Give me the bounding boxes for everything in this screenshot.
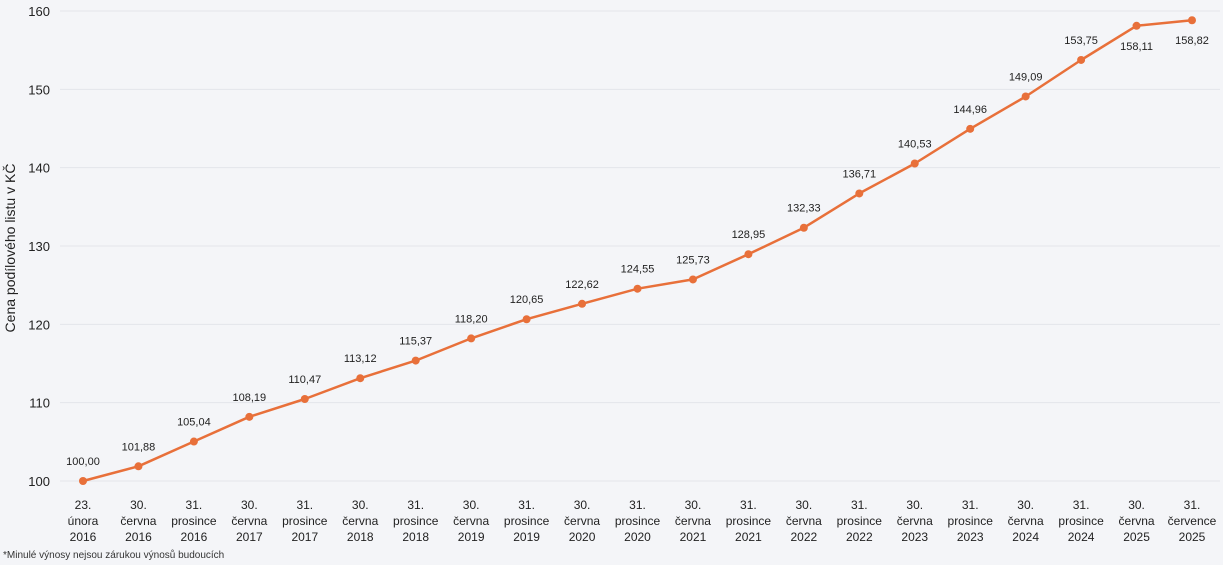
data-point xyxy=(966,124,975,133)
data-label: 124,55 xyxy=(621,264,655,276)
data-point xyxy=(688,275,697,284)
data-label: 115,37 xyxy=(399,336,432,348)
data-point xyxy=(411,356,420,365)
data-label: 113,12 xyxy=(344,353,377,365)
data-point xyxy=(799,223,808,232)
data-point xyxy=(467,334,476,343)
y-tick-label: 110 xyxy=(29,396,50,411)
y-tick-label: 150 xyxy=(28,82,50,97)
data-point xyxy=(356,374,365,383)
data-labels: 100,00 101,88 105,04 108,19 110,47 113,12 115,… xyxy=(66,35,1209,468)
x-tick-label: 31. července 2025 xyxy=(1168,498,1217,544)
data-label: 153,75 xyxy=(1064,35,1098,47)
data-label: 136,71 xyxy=(842,168,876,180)
x-tick-label: 30. června 2016 xyxy=(120,498,156,544)
data-label: 158,11 xyxy=(1120,41,1153,53)
data-point xyxy=(522,315,531,324)
data-point xyxy=(1021,92,1030,101)
gridlines xyxy=(60,10,1220,482)
disclaimer-footnote: *Minulé výnosy nejsou zárukou výnosů bud… xyxy=(3,550,225,561)
data-point xyxy=(1132,21,1141,30)
x-tick-label: 31. prosince 2018 xyxy=(393,498,439,544)
data-point xyxy=(1188,16,1196,25)
data-point xyxy=(855,189,864,198)
x-tick-label: 30. června 2023 xyxy=(897,498,933,544)
data-label: 101,88 xyxy=(122,441,156,453)
x-tick-label: 31. prosince 2016 xyxy=(171,498,217,544)
data-label: 110,47 xyxy=(288,374,321,386)
x-tick-label: 30. června 2018 xyxy=(342,498,378,544)
x-tick-label: 31. prosince 2017 xyxy=(282,498,328,544)
x-tick-label: 30. června 2021 xyxy=(675,498,711,544)
x-tick-label: 23. února 2016 xyxy=(68,498,99,544)
x-tick-label: 30. června 2019 xyxy=(453,498,489,544)
y-tick-label: 130 xyxy=(28,239,50,254)
x-tick-label: 30. června 2025 xyxy=(1119,498,1155,544)
data-label: 100,00 xyxy=(66,456,100,468)
data-points xyxy=(79,16,1196,485)
y-axis-ticks: 100 110 120 130 140 150 160 xyxy=(28,4,50,489)
data-label: 120,65 xyxy=(510,294,544,306)
y-tick-label: 100 xyxy=(28,474,50,489)
y-tick-label: 140 xyxy=(28,161,50,176)
data-label: 158,82 xyxy=(1175,35,1209,47)
data-point xyxy=(189,437,198,446)
data-label: 144,96 xyxy=(953,104,987,116)
data-point xyxy=(578,299,587,308)
y-tick-label: 120 xyxy=(28,317,50,332)
data-point xyxy=(245,412,254,421)
data-point xyxy=(1077,55,1086,64)
data-label: 122,62 xyxy=(565,279,599,291)
x-tick-label: 31. prosince 2023 xyxy=(948,498,994,544)
x-tick-label: 30. června 2020 xyxy=(564,498,600,544)
data-point xyxy=(134,462,143,471)
x-tick-label: 31. prosince 2019 xyxy=(504,498,550,544)
x-tick-label: 31. prosince 2020 xyxy=(615,498,661,544)
x-tick-label: 31. prosince 2022 xyxy=(837,498,883,544)
x-tick-label: 30. června 2024 xyxy=(1008,498,1044,544)
data-point xyxy=(79,477,87,485)
data-point xyxy=(744,250,753,259)
data-label: 108,19 xyxy=(233,392,267,404)
data-label: 149,09 xyxy=(1009,71,1043,83)
y-tick-label: 160 xyxy=(28,4,50,19)
data-label: 128,95 xyxy=(732,229,766,241)
y-axis-title: Cena podílového listu v KČ xyxy=(2,164,18,333)
data-label: 105,04 xyxy=(177,417,211,429)
data-point xyxy=(633,284,642,293)
data-label: 118,20 xyxy=(455,313,488,325)
x-tick-label: 30. června 2017 xyxy=(231,498,267,544)
x-axis-ticks: 23. února 2016 30. června 2016 31. prosince 2016… xyxy=(68,498,1217,544)
x-tick-label: 30. června 2022 xyxy=(786,498,822,544)
data-label: 125,73 xyxy=(676,254,710,266)
data-label: 140,53 xyxy=(898,139,932,151)
x-tick-label: 31. prosince 2024 xyxy=(1058,498,1104,544)
data-label: 132,33 xyxy=(787,203,821,215)
x-tick-label: 31. prosince 2021 xyxy=(726,498,772,544)
data-point xyxy=(910,159,919,168)
data-point xyxy=(300,394,309,403)
